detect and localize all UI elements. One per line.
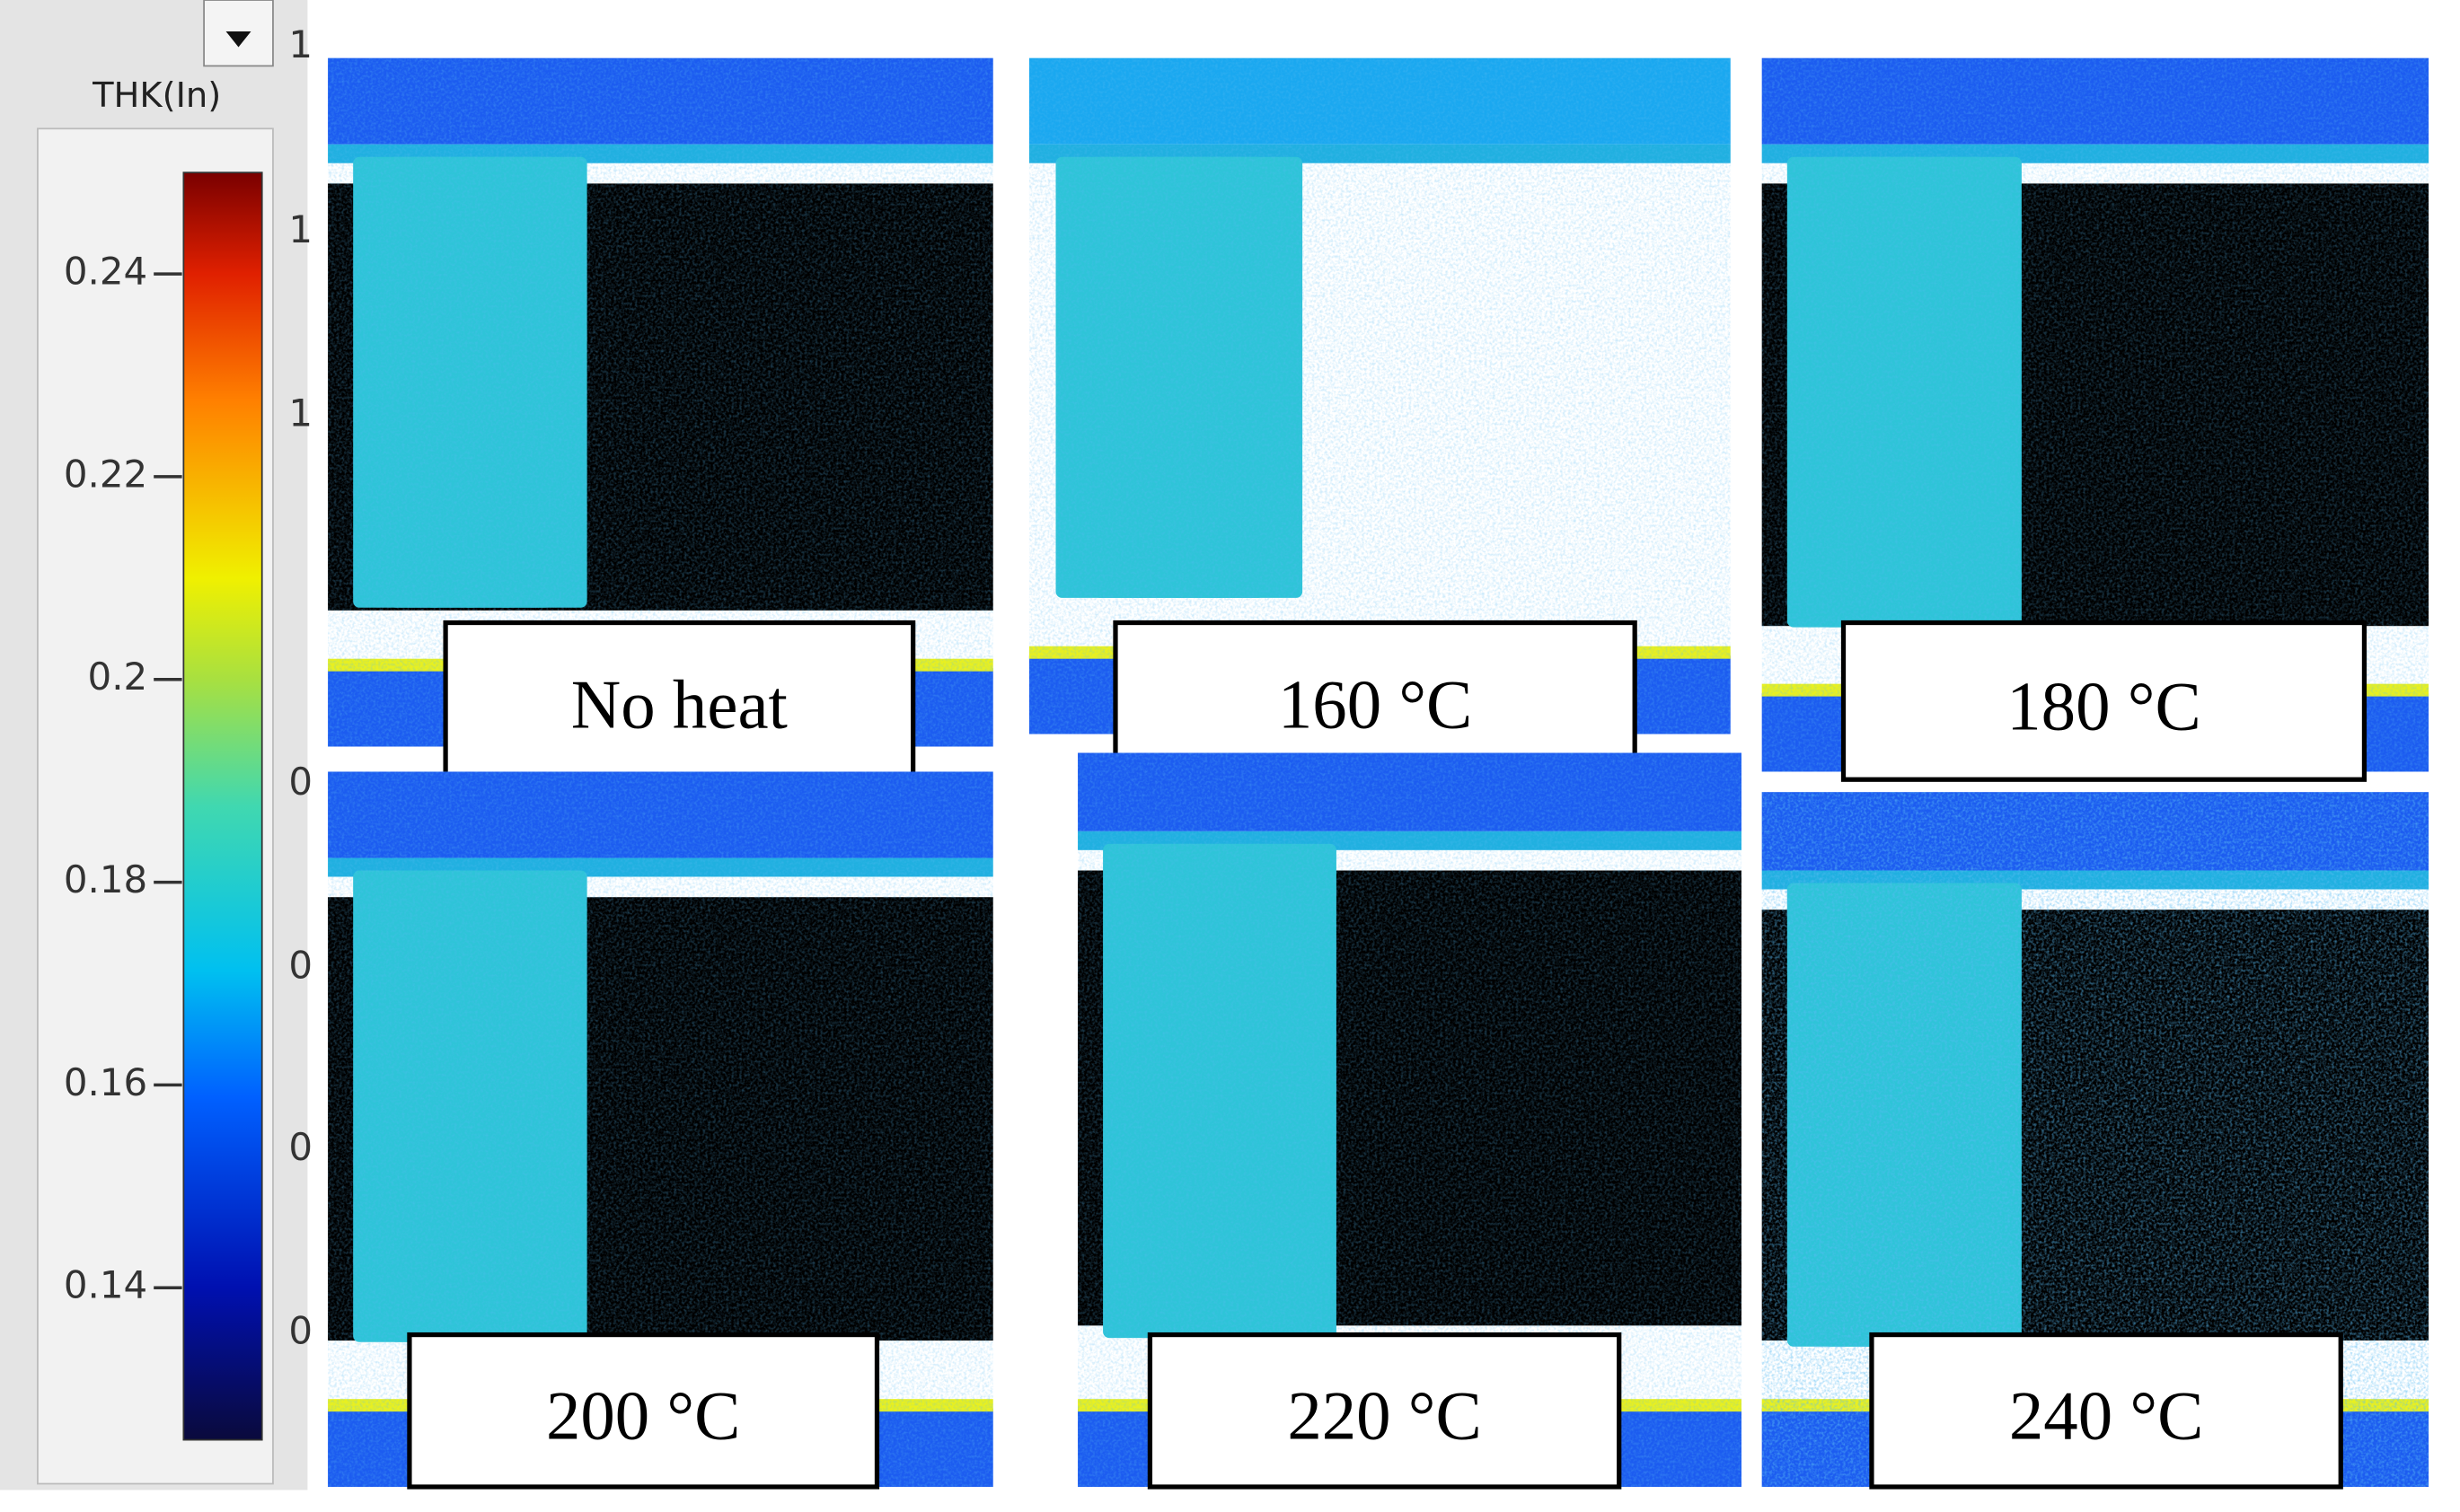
panel: 240 °C [1761, 792, 2429, 1490]
colorbar-title: THK(In) [92, 75, 221, 116]
panel-label: 240 °C [2009, 1377, 2203, 1454]
edge-label: 1 [288, 22, 313, 66]
tick-label: 0.2 [88, 655, 148, 699]
label-box [407, 1332, 880, 1490]
edge-label: 1 [288, 391, 313, 435]
label-box [443, 620, 916, 779]
label-box [1113, 620, 1637, 779]
edge-label: 1 [288, 207, 313, 251]
edge-label: 0 [288, 1125, 313, 1169]
tick-label: 0.18 [64, 857, 147, 901]
colorbar [182, 171, 263, 1441]
panel: No heat [328, 57, 993, 779]
edge-label: 0 [288, 943, 313, 987]
panel: 180 °C [1761, 57, 2429, 782]
panel-label: 200 °C [546, 1377, 740, 1454]
tick-label: 0.22 [64, 452, 147, 496]
label-box [1147, 1332, 1622, 1490]
tick-label: 0.14 [64, 1263, 147, 1307]
dropdown-arrow [225, 31, 251, 48]
label-box [1840, 620, 2367, 782]
panel-label: 180 °C [2006, 668, 2200, 744]
panel: 160 °C [1028, 57, 1731, 779]
edge-label: 0 [288, 1308, 313, 1352]
panel: 200 °C [328, 771, 993, 1490]
tick-label: 0.16 [64, 1060, 147, 1104]
edge-label: 0 [288, 760, 313, 804]
panel-label: 160 °C [1278, 666, 1472, 743]
panel-label: 220 °C [1287, 1377, 1481, 1454]
label-box [1869, 1332, 2343, 1490]
panel: 220 °C [1078, 752, 1741, 1490]
tick-label: 0.24 [64, 250, 147, 294]
panel-label: No heat [571, 666, 788, 743]
